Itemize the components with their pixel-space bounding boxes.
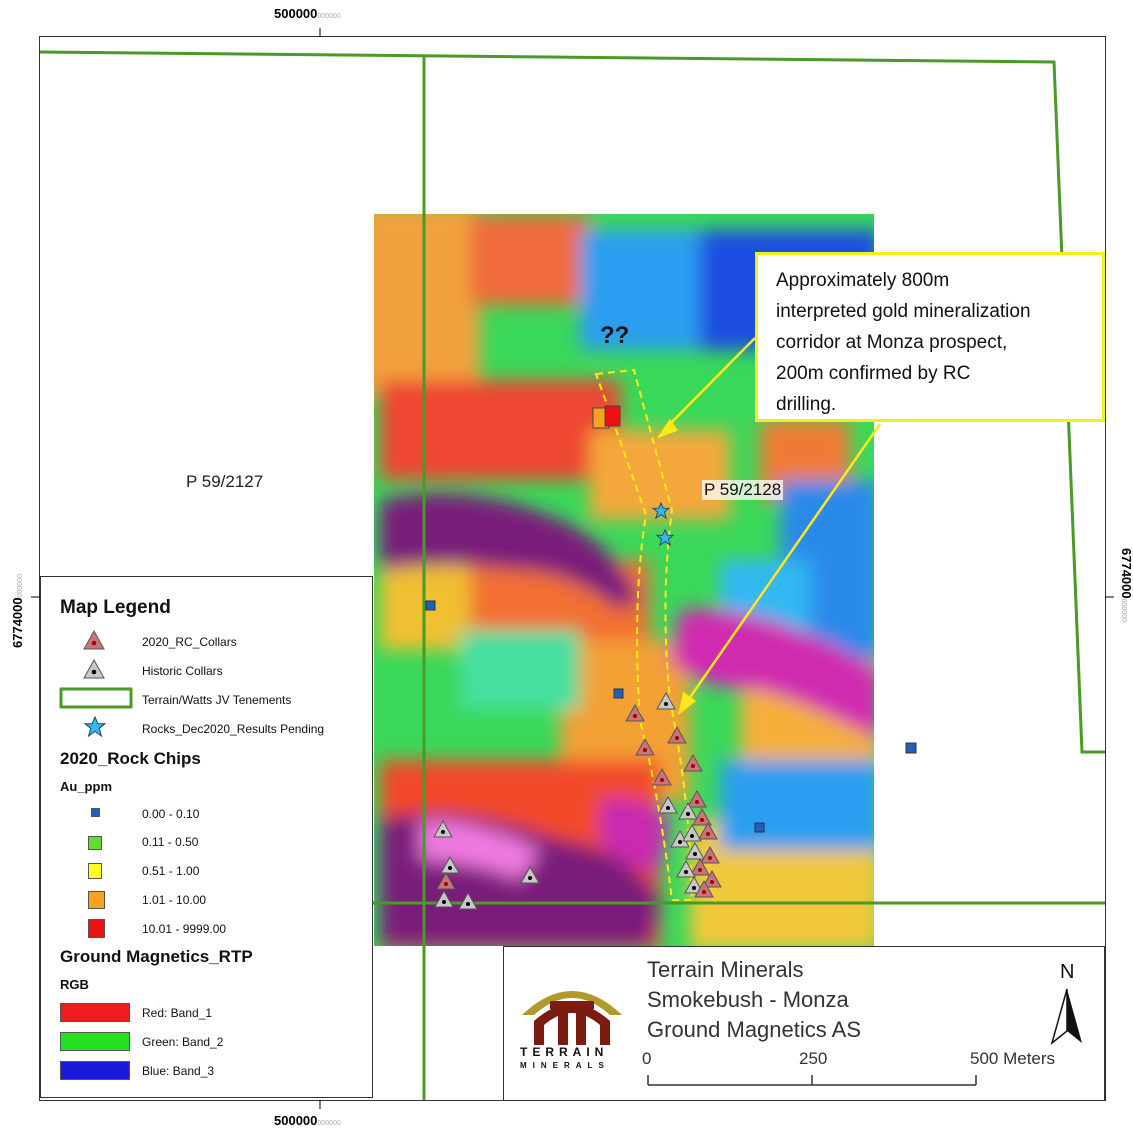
mineralization-corridor (594, 368, 694, 901)
historic-collar[interactable] (440, 855, 460, 874)
callout-line: Approximately 800m (776, 270, 950, 291)
historic-collar[interactable] (656, 691, 676, 710)
rc-collar-2020[interactable] (667, 725, 687, 744)
rock-chip-range-label: 0.11 - 0.50 (142, 835, 199, 849)
pending-rock-stars (651, 501, 675, 547)
rock-chip-blue[interactable] (425, 600, 436, 611)
drill-collars (433, 691, 722, 910)
green-outline-box-icon (59, 687, 133, 709)
interpretation-callout: Approximately 800m interpreted gold mine… (755, 252, 1105, 422)
map-legend: Map Legend 2020_RC_Collars Historic Coll… (40, 576, 373, 1098)
historic-collar[interactable] (520, 865, 540, 884)
ground-magnetics-raster (374, 214, 874, 946)
tenement-label-west: P 59/2127 (186, 472, 264, 491)
title-block: TERRAIN MINERALS Terrain Minerals Smokeb… (503, 946, 1105, 1101)
legend-item-label: 2020_RC_Collars (142, 635, 237, 649)
rock-chip-blue[interactable] (905, 742, 917, 754)
grid-ticks (31, 28, 1114, 1109)
rock-chips-field: Au_ppm (60, 779, 112, 794)
red-dot-triangle-icon (83, 629, 105, 650)
historic-collar[interactable] (433, 819, 453, 838)
title-line-project: Smokebush - Monza (647, 987, 849, 1012)
historic-collar[interactable] (678, 801, 698, 820)
rc-collar-2020[interactable] (687, 789, 707, 808)
rc-collar-2020[interactable] (698, 821, 718, 840)
scale-label-end: 500 Meters (970, 1049, 1056, 1068)
callout-line: 200m confirmed by RC (776, 363, 971, 384)
legend-title: Map Legend (60, 597, 171, 618)
rock-chip-swatch (88, 836, 102, 850)
band-label: Red: Band_1 (142, 1006, 213, 1020)
terrain-minerals-logo (522, 991, 622, 1045)
rc-collar-2020[interactable] (436, 871, 456, 890)
legend-item-label: Rocks_Dec2020_Results Pending (142, 722, 325, 736)
band-swatch (60, 1003, 130, 1022)
rc-collar-2020[interactable] (683, 753, 703, 772)
easting-label-bottom: 500000000000 (274, 1113, 341, 1128)
rock-chip-range-label: 0.51 - 1.00 (142, 864, 200, 878)
magnetics-heading: Ground Magnetics_RTP (60, 947, 253, 966)
rock-chip-swatch (88, 919, 105, 938)
callout-pointers (656, 337, 882, 716)
pending-rock-star[interactable] (655, 528, 675, 547)
black-dot-triangle-icon (83, 658, 105, 679)
rock-chip-blue[interactable] (613, 688, 624, 699)
callout-line: interpreted gold mineralization (776, 301, 1031, 322)
band-swatch (60, 1061, 130, 1080)
rock-chips-heading: 2020_Rock Chips (60, 749, 201, 768)
rock-chip-swatch (88, 863, 102, 879)
rc-collar-2020[interactable] (690, 857, 710, 876)
rc-collar-2020[interactable] (652, 767, 672, 786)
historic-collar[interactable] (434, 889, 454, 908)
question-marks: ?? (600, 322, 630, 349)
rc-collar-2020[interactable] (625, 703, 645, 722)
band-swatch (60, 1032, 130, 1051)
rock-chip-swatch (88, 891, 105, 909)
historic-collar[interactable] (658, 795, 678, 814)
band-label: Green: Band_2 (142, 1035, 224, 1049)
easting-label-top: 500000000000 (274, 6, 341, 21)
north-arrow-icon (1050, 988, 1082, 1045)
band-label: Blue: Band_3 (142, 1064, 215, 1078)
north-label: N (1060, 961, 1075, 983)
rock-chip-blue[interactable] (754, 822, 765, 833)
rock-chip-range-label: 10.01 - 9999.00 (142, 922, 227, 936)
callout-line: drilling. (776, 394, 837, 415)
rock-chip-range-label: 0.00 - 0.10 (142, 807, 200, 821)
northing-label-left: 6774000000000 (10, 574, 25, 648)
logo-text-bottom: MINERALS (520, 1061, 610, 1070)
historic-collar[interactable] (685, 841, 705, 860)
blue-star-icon (83, 716, 107, 738)
scale-bar (647, 1075, 977, 1086)
legend-item-label: Historic Collars (142, 664, 223, 678)
historic-collar[interactable] (682, 823, 702, 842)
title-line-company: Terrain Minerals (647, 957, 804, 982)
scale-label-zero: 0 (642, 1049, 652, 1068)
rock-chip-swatch (91, 808, 100, 817)
historic-collar[interactable] (676, 859, 696, 878)
rc-collar-2020[interactable] (635, 737, 655, 756)
rc-collar-2020[interactable] (692, 807, 712, 826)
magnetics-field: RGB (60, 977, 89, 992)
callout-line: corridor at Monza prospect, (776, 332, 1008, 353)
rc-collar-2020[interactable] (700, 845, 720, 864)
northing-label-right: 6774000000000 (1119, 548, 1133, 622)
rc-collar-2020[interactable] (694, 879, 714, 898)
rock-chip-samples (425, 405, 917, 833)
scale-label-mid: 250 (799, 1049, 828, 1068)
rock-chip-red[interactable] (604, 405, 621, 427)
tenement-label-east: P 59/2128 (702, 480, 784, 500)
historic-collar[interactable] (458, 891, 478, 910)
rc-collar-2020[interactable] (702, 869, 722, 888)
historic-collar[interactable] (684, 875, 704, 894)
title-line-dataset: Ground Magnetics AS (647, 1017, 862, 1042)
rock-chip-range-label: 1.01 - 10.00 (142, 893, 207, 907)
pending-rock-star[interactable] (651, 501, 671, 520)
logo-text-top: TERRAIN (520, 1045, 609, 1059)
legend-item-label: Terrain/Watts JV Tenements (142, 693, 292, 707)
